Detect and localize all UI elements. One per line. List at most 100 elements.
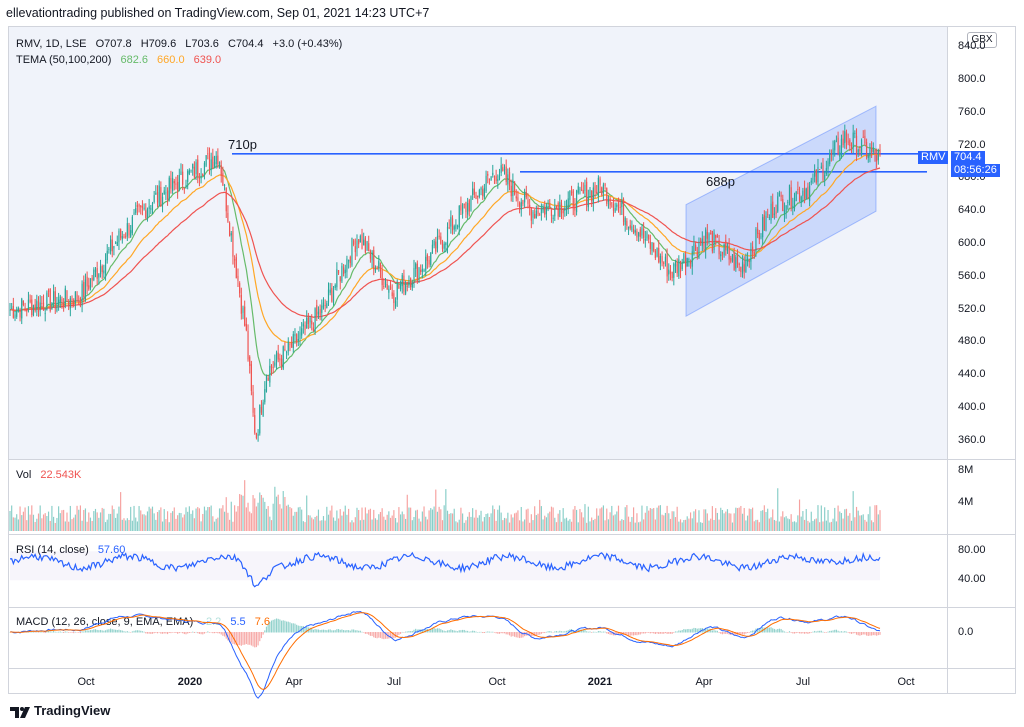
macd-histogram-bar [378,632,380,638]
macd-histogram-bar [793,632,796,634]
macd-label[interactable]: MACD (12, 26, close, 9, EMA, EMA) [16,616,194,628]
candle-body [805,188,807,199]
candle-body [257,433,259,436]
volume-bar [555,522,558,531]
tradingview-footer[interactable]: TradingView [10,703,110,719]
volume-bar [663,515,665,531]
volume-bar [448,513,450,531]
currency-badge[interactable]: GBX [967,32,997,48]
candle-body [425,256,427,271]
macd-histogram-bar [408,630,410,633]
candle-body [441,244,444,249]
volume-bar [421,511,423,531]
macd-histogram-bar [825,632,827,633]
volume-bar [855,506,858,531]
candle-body [829,153,831,164]
tema50-value: 682.6 [120,54,148,66]
candle-body [515,196,517,199]
volume-bar [160,507,162,531]
price-chart[interactable] [9,27,947,699]
macd-histogram-bar [32,631,35,633]
macd-line [9,610,881,699]
volume-bar [597,515,599,531]
macd-histogram-bar [495,632,497,634]
candle-body [277,352,279,360]
macd-histogram-bar [596,631,598,633]
volume-bar [98,517,100,531]
macd-histogram-bar [683,629,685,633]
macd-histogram-bar [611,632,613,635]
volume-bar [752,507,754,531]
candle-body [237,275,239,281]
macd-histogram-bar [803,632,806,634]
pane-divider[interactable] [9,459,1015,460]
tema-label[interactable]: TEMA (50,100,200) [16,54,112,66]
macd-histogram-bar [602,631,604,633]
macd-histogram-bar [681,630,683,633]
volume-bar [51,505,53,531]
volume-bar [369,508,371,531]
macd-histogram-bar [557,631,559,633]
candle-body [711,230,713,252]
macd-histogram-bar [133,630,135,633]
volume-bar [639,521,641,531]
macd-histogram-bar [581,629,583,633]
candle-body [84,279,87,300]
macd-histogram-bar [284,620,286,633]
candle-body [522,200,524,205]
volume-bar [760,510,762,531]
candle-body [108,249,110,251]
macd-histogram-bar [725,632,727,634]
candle-body [410,278,412,288]
pane-divider[interactable] [9,534,1015,535]
volume-bar [468,512,470,531]
macd-histogram-bar [376,632,378,639]
candle-body [540,208,542,214]
candle-body [550,209,553,216]
volume-bar [274,486,276,531]
candle-body [468,200,470,212]
symbol-label[interactable]: RMV, 1D, LSE [16,38,87,50]
candle-body [118,230,120,243]
candle-body [497,179,499,181]
price-pane[interactable] [9,27,947,459]
pane-divider[interactable] [9,668,1015,669]
macd-histogram-bar [467,630,469,633]
macd-histogram-bar [639,632,641,635]
macd-histogram-bar [381,632,383,639]
candle-body [341,265,343,282]
macd-histogram-bar [641,632,643,634]
macd-histogram-bar [805,632,807,634]
macd-histogram-bar [700,628,702,633]
candle-body [460,204,462,211]
candle-body [32,305,35,316]
volume-bar [832,518,834,531]
macd-histogram-bar [648,632,650,633]
volume-label[interactable]: Vol [16,469,32,481]
candle-body [440,236,442,244]
candle-body [688,258,690,261]
volume-bar [869,506,871,531]
candle-body [762,217,764,238]
pane-divider[interactable] [9,607,1015,608]
candle-body [569,190,571,200]
macd-histogram-bar [860,632,863,636]
rsi-label[interactable]: RSI (14, close) [16,544,89,556]
candle-body [767,214,769,216]
candle-body [245,323,247,331]
volume-bar [190,513,192,531]
macd-histogram-bar [832,630,834,633]
macd-histogram-bar [669,632,672,634]
macd-histogram-bar [86,630,88,633]
macd-histogram-bar [815,631,817,633]
volume-bar [44,513,46,531]
macd-histogram-bar [537,632,539,635]
macd-histogram-bar [173,632,175,633]
candle-body [844,131,846,144]
candle-body [435,241,437,252]
candle-body [398,284,400,289]
candle-body [720,254,722,257]
volume-bar [197,507,199,531]
candle-body [455,224,457,229]
macd-histogram-bar [183,632,185,635]
